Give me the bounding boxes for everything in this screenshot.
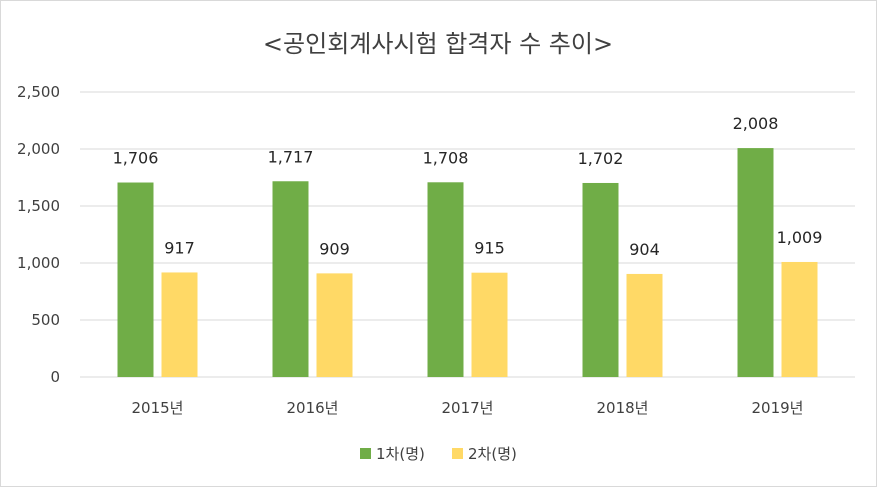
- bar-first-2: [427, 182, 464, 377]
- y-tick-label: 500: [31, 311, 60, 329]
- bar-first-0: [117, 182, 154, 377]
- bar-first-1: [272, 181, 309, 377]
- data-label: 909: [319, 239, 350, 258]
- data-label: 1,708: [423, 148, 469, 167]
- bar-first-4: [737, 148, 774, 377]
- bar-second-2: [471, 272, 508, 377]
- legend-label: 1차(명): [376, 445, 425, 463]
- data-labels: 1,706 917 1,717 909 1,708 915 1,702 904 2,008 1,0…: [113, 114, 823, 259]
- y-tick-label: 2,000: [17, 140, 60, 158]
- data-label: 2,008: [733, 114, 779, 133]
- legend-swatch: [452, 448, 463, 459]
- gridlines: [80, 91, 855, 378]
- x-tick-label: 2018년: [597, 399, 649, 417]
- chart-title: <공인회계사시험 합격자 수 추이>: [263, 30, 613, 58]
- data-label: 915: [474, 239, 505, 258]
- y-tick-label: 1,500: [17, 197, 60, 215]
- bars: [117, 148, 818, 377]
- x-tick-label: 2016년: [287, 399, 339, 417]
- x-axis-ticks: 2015년 2016년 2017년 2018년 2019년: [132, 399, 804, 417]
- data-label: 1,717: [268, 147, 314, 166]
- legend-label: 2차(명): [468, 445, 517, 463]
- bar-second-4: [781, 261, 818, 377]
- data-label: 1,706: [113, 149, 159, 168]
- x-tick-label: 2015년: [132, 399, 184, 417]
- y-tick-label: 1,000: [17, 254, 60, 272]
- legend: 1차(명) 2차(명): [360, 445, 517, 463]
- data-label: 1,702: [578, 149, 624, 168]
- legend-swatch: [360, 448, 371, 459]
- x-tick-label: 2019년: [752, 399, 804, 417]
- bar-first-3: [582, 182, 619, 377]
- data-label: 917: [164, 238, 195, 257]
- y-tick-label: 2,500: [17, 83, 60, 101]
- data-label: 904: [629, 240, 660, 259]
- x-tick-label: 2017년: [442, 399, 494, 417]
- bar-second-1: [316, 273, 353, 377]
- bar-second-3: [626, 273, 663, 377]
- bar-second-0: [161, 272, 198, 377]
- data-label: 1,009: [777, 228, 823, 247]
- y-tick-label: 0: [50, 368, 60, 386]
- y-axis-ticks: 0 500 1,000 1,500 2,000 2,500: [17, 83, 60, 386]
